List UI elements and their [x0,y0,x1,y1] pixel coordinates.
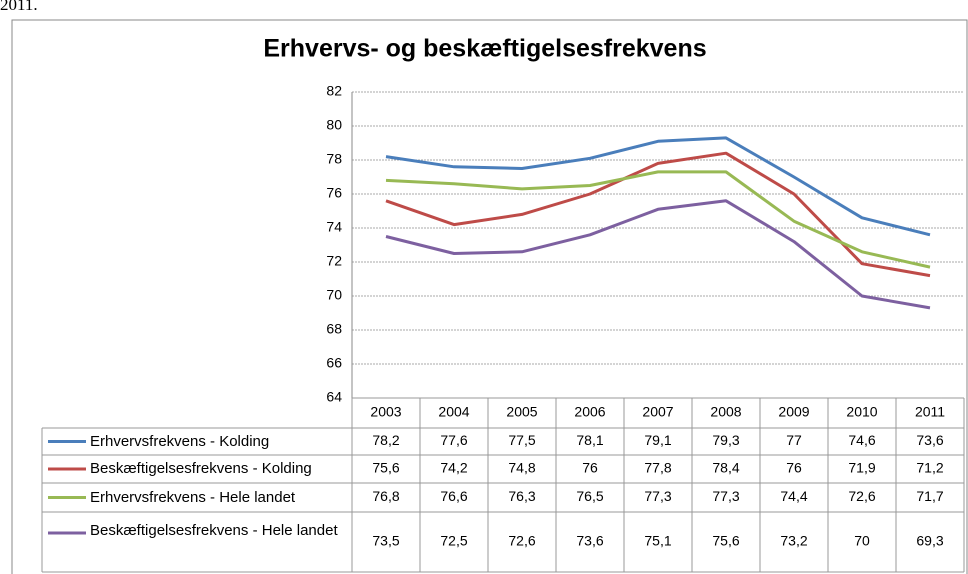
data-label: 79,1 [644,432,671,448]
data-label: 71,7 [916,488,943,504]
x-tick-label: 2008 [710,404,741,420]
data-label: 76 [582,460,598,476]
data-label: 74,8 [508,460,535,476]
y-tick-label: 74 [326,219,342,235]
x-tick-label: 2011 [915,404,945,420]
x-tick-label: 2009 [778,404,809,420]
x-tick-label: 2004 [438,404,469,420]
x-tick-label: 2005 [506,404,537,420]
data-label: 78,4 [712,460,739,476]
legend-label: Erhvervsfrekvens - Kolding [90,432,270,450]
top-text: 2011. [0,0,38,14]
data-label: 78,1 [576,432,603,448]
data-label: 76,8 [372,488,399,504]
data-label: 72,5 [440,533,467,549]
data-label: 74,2 [440,460,467,476]
y-tick-label: 70 [326,287,342,303]
data-label: 70 [854,533,870,549]
series-line [385,136,931,237]
data-label: 76,3 [508,488,535,504]
data-label: 75,1 [644,533,671,549]
y-tick-label: 76 [326,185,342,201]
data-label: 76,6 [440,488,467,504]
data-label: 73,6 [916,432,943,448]
data-label: 75,6 [372,460,399,476]
x-tick-label: 2003 [370,404,401,420]
chart-border [11,19,968,574]
data-label: 74,6 [848,432,875,448]
y-tick-label: 72 [326,253,342,269]
y-tick-label: 66 [326,355,342,371]
data-label: 77,5 [508,432,535,448]
series-line [385,199,931,310]
y-tick-label: 64 [326,389,342,405]
data-label: 77,3 [644,488,671,504]
legend-label: Beskæftigelsesfrekvens - Kolding [90,460,312,477]
y-tick-label: 82 [326,83,342,99]
y-tick-label: 68 [326,321,342,337]
data-label: 76,5 [576,488,603,504]
chart-title: Erhvervs- og beskæftigelsesfrekvens [263,35,706,63]
legend-label: Erhvervsfrekvens - Hele landet [90,488,296,506]
data-label: 77,6 [440,432,467,448]
y-tick-label: 78 [326,151,342,167]
legend-label: Beskæftigelsesfrekvens - Hele landet [90,522,338,539]
series-line [385,170,931,269]
x-tick-label: 2007 [642,404,673,420]
data-label: 73,2 [780,533,807,549]
y-tick-label: 80 [326,117,342,133]
data-label: 77,3 [712,488,739,504]
data-label: 77 [786,432,802,448]
data-label: 76 [786,460,802,476]
data-label: 71,9 [848,460,875,476]
x-tick-label: 2006 [574,404,605,420]
data-label: 72,6 [508,533,535,549]
data-label: 77,8 [644,460,671,476]
data-label: 73,6 [576,533,603,549]
x-tick-label: 2010 [846,404,877,420]
data-label: 71,2 [916,460,943,476]
data-label: 74,4 [780,488,807,504]
data-label: 75,6 [712,533,739,549]
data-label: 72,6 [848,488,875,504]
data-label: 69,3 [916,533,943,549]
data-label: 78,2 [372,432,399,448]
data-label: 73,5 [372,533,399,549]
data-label: 79,3 [712,432,739,448]
